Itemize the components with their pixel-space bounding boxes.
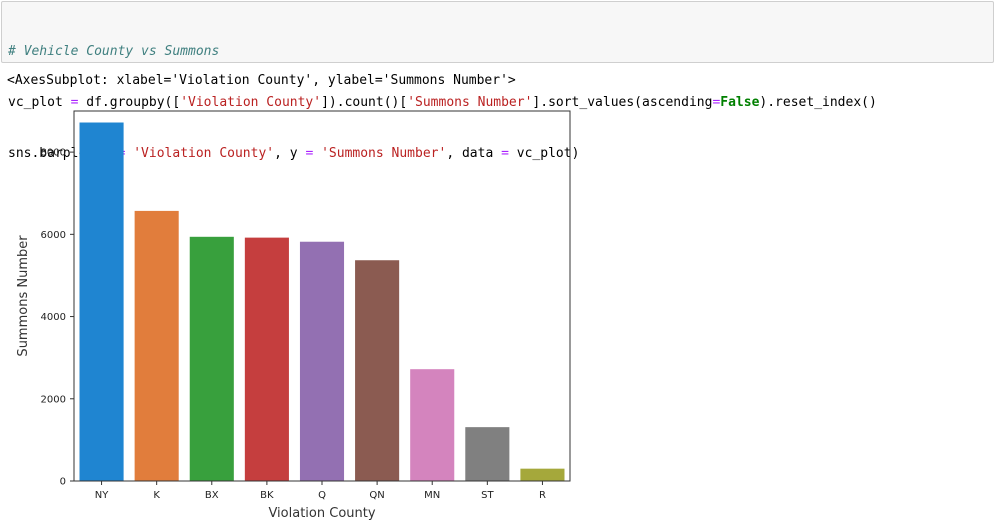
y-axis-ticks: 0 2000 4000 6000 8000 [41, 148, 74, 488]
code-cell[interactable]: # Vehicle County vs Summons vc_plot = df… [1, 1, 994, 161]
y-tick-label: 8000 [41, 148, 66, 159]
code-token: = [305, 146, 314, 161]
x-tick-label: K [153, 490, 160, 501]
x-tick-label: MN [424, 490, 440, 501]
code-token: df.groupby([ [78, 95, 181, 110]
bar-ny [79, 122, 124, 481]
code-token: 'Violation County' [133, 146, 275, 161]
code-token: ]).count()[ [321, 95, 408, 110]
bar-bx [189, 236, 234, 481]
bar-st [465, 427, 510, 481]
y-tick-label: 4000 [41, 312, 66, 323]
x-tick-label: ST [481, 490, 494, 501]
y-tick-label: 2000 [41, 394, 66, 405]
code-line: # Vehicle County vs Summons [8, 43, 987, 60]
x-tick-label: Q [318, 490, 326, 501]
code-line: vc_plot = df.groupby(['Violation County'… [8, 94, 987, 111]
code-token: ].sort_values(ascending [532, 95, 713, 110]
bar-qn [355, 260, 400, 481]
y-tick-label: 0 [60, 477, 66, 488]
x-tick-label: BK [260, 490, 274, 501]
y-axis-label: Summons Number [16, 235, 31, 357]
code-token: , data [446, 146, 502, 161]
x-axis-label: Violation County [268, 506, 375, 521]
cell-output-text: <AxesSubplot: xlabel='Violation County',… [7, 73, 516, 88]
x-tick-label: NY [95, 490, 109, 501]
x-tick-label: QN [369, 490, 384, 501]
x-tick-label: BX [205, 490, 219, 501]
y-tick-label: 6000 [41, 230, 66, 241]
code-token: = [501, 146, 509, 161]
axes-frame [73, 110, 571, 482]
bar-r [520, 468, 565, 481]
bar-k [134, 210, 179, 481]
code-token: = [70, 95, 79, 110]
code-token: ).reset_index() [759, 95, 877, 110]
bar-mn [410, 369, 455, 481]
code-token: , y [274, 146, 306, 161]
x-tick-label: R [539, 490, 546, 501]
bar-bk [244, 237, 289, 481]
code-token: vc_plot) [508, 146, 580, 161]
bar-chart: 0 2000 4000 6000 8000 NY K BX BK Q QN MN ST R Violat… [16, 110, 571, 521]
x-axis-ticks: NY K BX BK Q QN MN ST R [95, 481, 546, 501]
code-token: = [712, 95, 721, 110]
code-token: vc_plot [8, 95, 71, 110]
code-token: 'Violation County' [180, 95, 322, 110]
bar-q [299, 241, 345, 481]
bars-group [79, 122, 565, 481]
code-token: False [720, 95, 760, 110]
code-token: # Vehicle County vs Summons [8, 44, 220, 59]
code-token: 'Summons Number' [321, 146, 447, 161]
code-token: 'Summons Number' [407, 95, 533, 110]
